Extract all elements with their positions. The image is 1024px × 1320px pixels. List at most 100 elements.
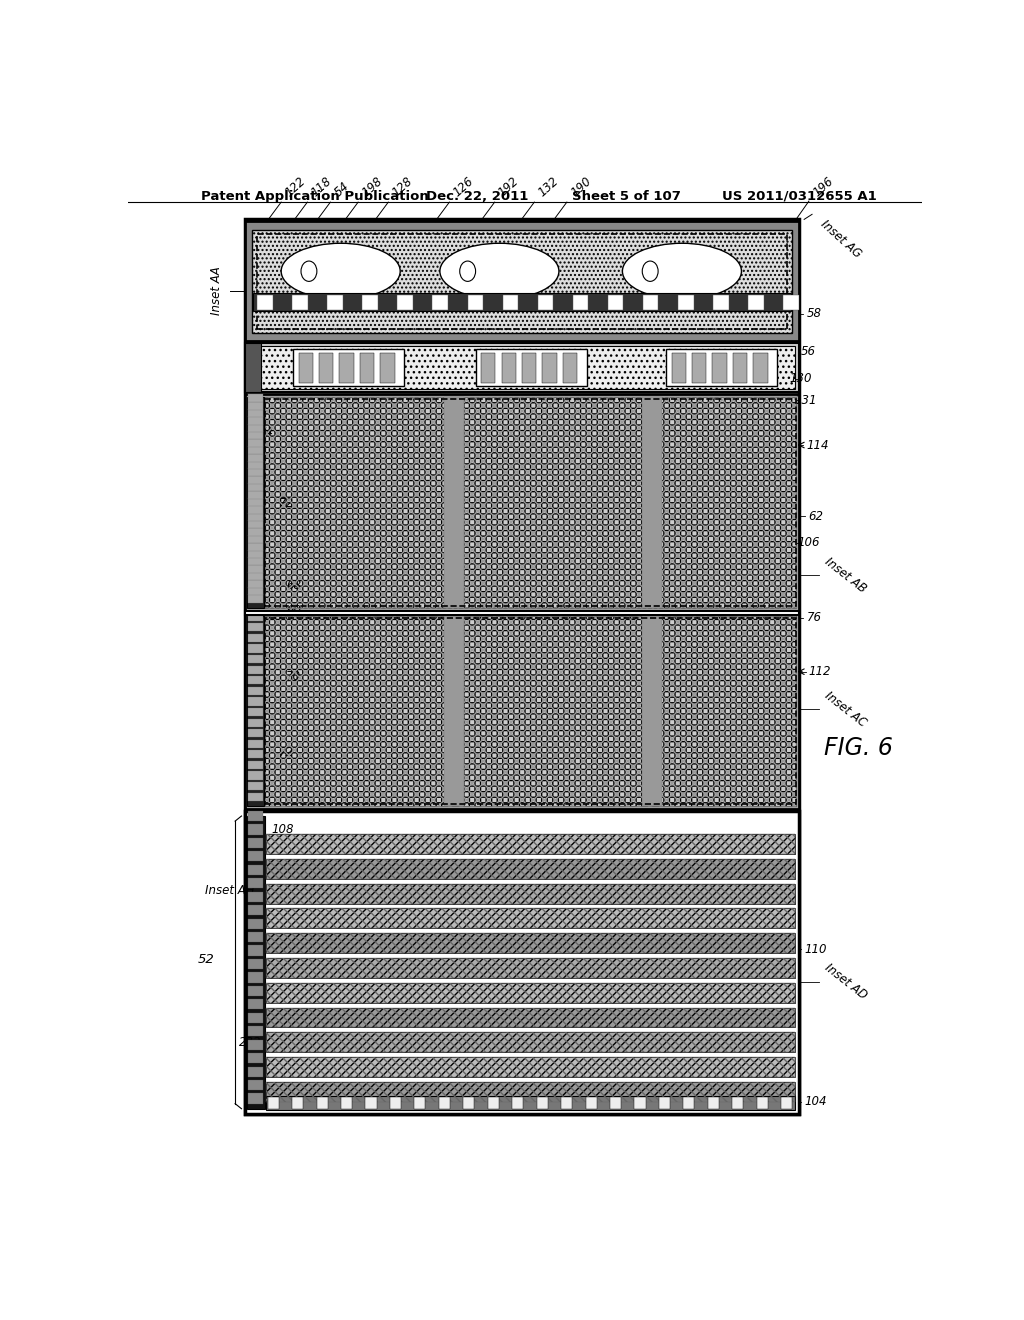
Bar [266,958,796,978]
Bar [248,438,263,447]
Bar [248,520,263,528]
Bar [247,397,264,607]
Bar [248,513,263,521]
Bar [683,1097,694,1109]
Text: Inset AA: Inset AA [210,267,223,315]
Text: 68: 68 [286,578,301,591]
Bar [247,816,265,1109]
Bar [248,424,263,432]
Bar [248,810,263,821]
Bar [319,352,334,383]
Bar [266,859,796,879]
Bar [265,618,797,804]
Bar [248,644,263,652]
Bar [246,612,799,809]
Text: 56: 56 [801,345,816,358]
Bar [642,615,663,805]
Bar [607,294,624,310]
Bar [248,550,263,558]
Bar [248,676,263,684]
Bar [248,446,263,454]
Bar [246,219,799,1114]
Text: FIG. 6: FIG. 6 [823,737,893,760]
Bar [248,878,263,888]
Bar [267,1097,279,1109]
Bar [487,1097,499,1109]
Bar [748,294,764,310]
Bar [257,234,786,329]
Bar [248,1067,263,1077]
Bar [248,697,263,705]
Bar [512,1097,523,1109]
Bar [266,1082,796,1102]
Bar [248,851,263,862]
Bar [246,810,799,1114]
Bar [397,294,414,310]
Bar [432,294,449,310]
Bar [463,1097,474,1109]
Text: Inset AC: Inset AC [822,689,869,730]
Bar [265,399,797,606]
Bar [266,933,796,953]
Text: 72: 72 [280,498,294,511]
Bar [293,350,404,385]
Bar [678,294,693,310]
Text: 132: 132 [536,174,561,199]
Bar [266,908,796,928]
Text: 54: 54 [332,180,352,199]
Bar [248,416,263,425]
Bar [248,665,263,673]
Ellipse shape [282,243,400,300]
Text: 72: 72 [280,747,294,759]
Bar [248,1080,263,1090]
Bar [248,1053,263,1064]
Bar [265,615,797,805]
Bar [586,1097,597,1109]
Bar [248,655,263,663]
Bar [781,1097,793,1109]
Bar [340,352,353,383]
Bar [248,739,263,748]
Bar [248,491,263,499]
Bar [248,623,263,631]
Bar [366,1097,377,1109]
Bar [266,983,796,1003]
Bar [266,883,796,903]
Text: 122: 122 [283,174,308,199]
Bar [248,986,263,997]
Bar [266,834,796,854]
Bar [248,469,263,477]
Bar [248,612,263,620]
Text: Sheet 5 of 107: Sheet 5 of 107 [572,190,681,203]
Bar [248,708,263,717]
Bar [713,294,728,310]
Bar [266,1032,796,1052]
Bar [248,409,263,417]
Bar [266,1007,796,1027]
Text: Dec. 22, 2011: Dec. 22, 2011 [426,190,528,203]
Bar [248,1012,263,1023]
Bar [248,729,263,738]
Bar [362,294,378,310]
Bar [248,498,263,506]
Bar [635,1097,645,1109]
Bar [443,615,464,805]
Bar [266,1057,796,1077]
Text: Inset AD: Inset AD [822,961,869,1002]
Bar [316,1097,328,1109]
Bar [708,1097,719,1109]
Bar [266,859,796,879]
Circle shape [642,261,658,281]
Bar [248,838,263,847]
Text: 62: 62 [808,510,823,523]
Bar [248,718,263,727]
Bar [248,1026,263,1036]
Bar [248,781,263,791]
Bar [248,792,263,801]
Bar [503,294,518,310]
Bar [502,352,516,383]
Bar [246,222,799,342]
Bar [248,475,263,484]
Bar [443,397,464,607]
Text: 198: 198 [359,174,385,199]
